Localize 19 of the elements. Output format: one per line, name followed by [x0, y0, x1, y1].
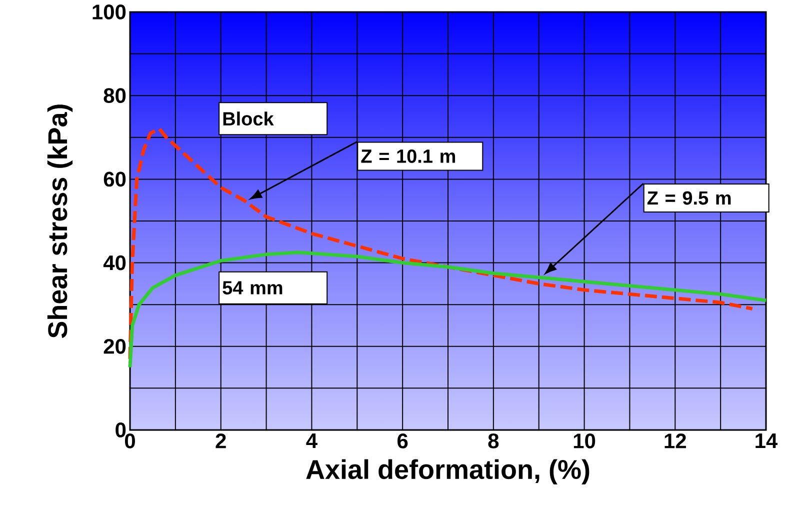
annotation: Z = 9.5 m	[647, 191, 731, 205]
x-tick-label: 8	[488, 434, 499, 448]
x-tick-label: 6	[398, 434, 408, 448]
x-tick-label: 2	[216, 434, 226, 448]
series-label: 54 mm	[222, 281, 282, 294]
y-tick-label: 60	[104, 172, 126, 187]
y-axis-title: Shear stress (kPa)	[47, 104, 73, 338]
y-tick-label: 20	[104, 338, 126, 354]
y-tick-label: 100	[92, 4, 126, 20]
x-tick-label: 12	[664, 434, 686, 448]
annotation: Z = 10.1 m	[361, 149, 456, 163]
y-tick-label: 40	[103, 255, 126, 270]
text: Block	[223, 112, 274, 126]
y-tick-label: 80	[104, 88, 126, 104]
y-tick-label: 0	[116, 422, 126, 438]
x-tick-label: 4	[306, 434, 318, 448]
x-tick-label: 14	[756, 434, 778, 448]
x-tick-label: 10	[574, 434, 596, 448]
x-axis-title: Axial deformation, (%)	[306, 459, 590, 484]
